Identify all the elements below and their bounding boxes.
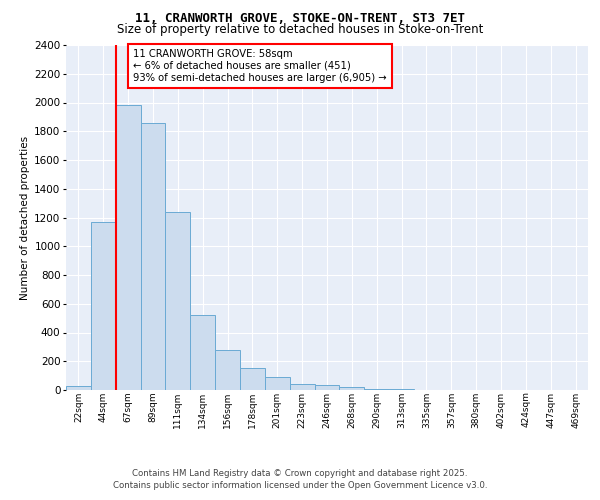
Text: Contains public sector information licensed under the Open Government Licence v3: Contains public sector information licen… xyxy=(113,481,487,490)
Text: Size of property relative to detached houses in Stoke-on-Trent: Size of property relative to detached ho… xyxy=(117,22,483,36)
Bar xyxy=(364,389,389,390)
Text: 11, CRANWORTH GROVE, STOKE-ON-TRENT, ST3 7ET: 11, CRANWORTH GROVE, STOKE-ON-TRENT, ST3… xyxy=(135,12,465,26)
Bar xyxy=(290,384,314,390)
Y-axis label: Number of detached properties: Number of detached properties xyxy=(20,136,30,300)
Bar xyxy=(190,316,215,390)
Bar xyxy=(314,385,340,390)
Bar xyxy=(91,222,116,390)
Bar xyxy=(215,350,240,390)
Bar xyxy=(140,122,166,390)
Text: 11 CRANWORTH GROVE: 58sqm
← 6% of detached houses are smaller (451)
93% of semi-: 11 CRANWORTH GROVE: 58sqm ← 6% of detach… xyxy=(133,50,387,82)
Bar xyxy=(66,386,91,390)
Bar xyxy=(265,377,290,390)
Bar xyxy=(116,106,140,390)
Text: Contains HM Land Registry data © Crown copyright and database right 2025.: Contains HM Land Registry data © Crown c… xyxy=(132,468,468,477)
Bar xyxy=(340,388,364,390)
Bar xyxy=(166,212,190,390)
Bar xyxy=(240,368,265,390)
